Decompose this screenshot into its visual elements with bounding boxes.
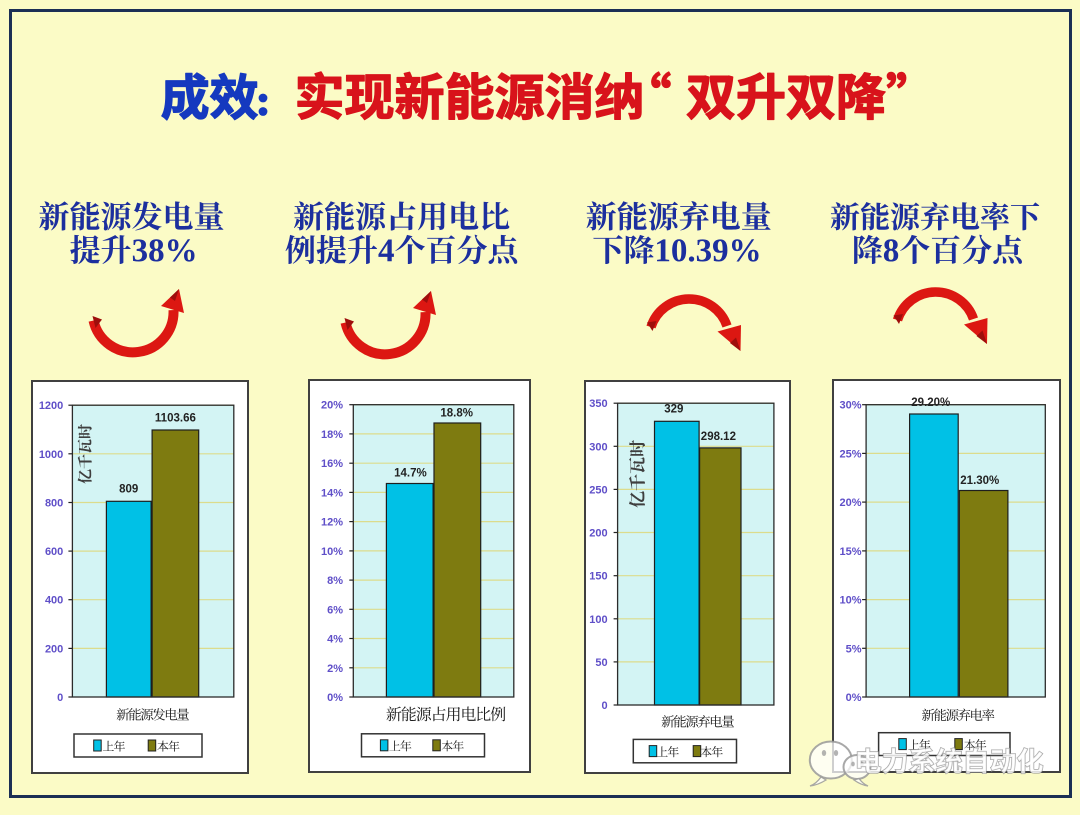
svg-text:15%: 15% (839, 546, 861, 558)
svg-text:30%: 30% (839, 400, 861, 412)
svg-text:150: 150 (589, 571, 607, 583)
svg-text:50: 50 (595, 657, 607, 669)
svg-text:18%: 18% (321, 429, 343, 441)
svg-text:200: 200 (45, 643, 63, 655)
svg-text:0%: 0% (327, 692, 343, 704)
svg-text:2%: 2% (327, 663, 343, 675)
svg-text:300: 300 (589, 441, 607, 453)
svg-text:1200: 1200 (39, 400, 63, 412)
svg-text:0: 0 (601, 700, 607, 712)
svg-text:14%: 14% (321, 487, 343, 499)
svg-text:809: 809 (119, 484, 138, 496)
svg-text:350: 350 (589, 398, 607, 410)
svg-text:400: 400 (45, 595, 63, 607)
svg-text:25%: 25% (839, 448, 861, 460)
svg-text:16%: 16% (321, 458, 343, 470)
svg-text:29.20%: 29.20% (911, 397, 950, 409)
svg-text:4%: 4% (327, 634, 343, 646)
svg-text:18.8%: 18.8% (440, 408, 473, 420)
svg-text:20%: 20% (321, 400, 343, 412)
svg-text:0%: 0% (846, 692, 862, 704)
svg-text:100: 100 (589, 614, 607, 626)
svg-text:20%: 20% (839, 497, 861, 509)
svg-text:5%: 5% (846, 643, 862, 655)
svg-text:800: 800 (45, 498, 63, 510)
svg-text:8%: 8% (327, 575, 343, 587)
svg-text:6%: 6% (327, 604, 343, 616)
svg-text:298.12: 298.12 (701, 431, 736, 443)
svg-text:250: 250 (589, 484, 607, 496)
svg-text:10%: 10% (321, 546, 343, 558)
svg-text:1000: 1000 (39, 449, 63, 461)
svg-text:21.30%: 21.30% (960, 475, 999, 487)
svg-text:329: 329 (664, 404, 683, 416)
svg-text:600: 600 (45, 546, 63, 558)
svg-text:14.7%: 14.7% (394, 468, 427, 480)
svg-text:200: 200 (589, 528, 607, 540)
svg-text:10%: 10% (839, 595, 861, 607)
svg-text:1103.66: 1103.66 (155, 412, 196, 424)
svg-text:0: 0 (57, 692, 63, 704)
svg-text:12%: 12% (321, 517, 343, 529)
